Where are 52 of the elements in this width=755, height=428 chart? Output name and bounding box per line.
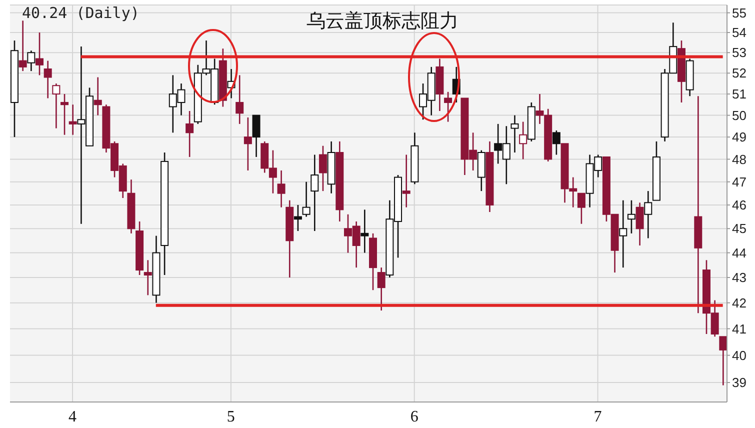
y-tick-label: 47 [732, 174, 746, 190]
y-tick-label: 45 [732, 221, 746, 236]
candlestick [310, 154, 319, 232]
candlestick [60, 93, 69, 136]
candlestick [360, 209, 369, 254]
y-tick-label: 54 [732, 25, 746, 40]
candlestick [302, 181, 310, 218]
candlestick [68, 104, 77, 136]
x-tick-label: 5 [226, 408, 235, 426]
candlestick [318, 145, 327, 192]
y-tick-label: 42 [732, 295, 746, 310]
y-tick-label: 44 [732, 245, 746, 260]
candlestick [627, 200, 636, 234]
candlestick [552, 130, 560, 156]
y-tick-label: 51 [732, 86, 746, 102]
candlestick [619, 200, 628, 268]
candlestick [44, 60, 52, 99]
candlestick [18, 20, 27, 72]
candlestick [294, 204, 302, 232]
x-tick-label: 4 [68, 408, 77, 426]
y-tick-label: 50 [732, 108, 746, 123]
x-tick-label: 6 [410, 408, 418, 426]
y-tick-label: 46 [732, 198, 746, 213]
y-tick-label: 40 [732, 348, 746, 363]
x-tick-label: 7 [594, 408, 602, 426]
candlestick [510, 114, 519, 154]
candlestick [52, 82, 60, 129]
y-tick-label: 43 [732, 270, 746, 286]
chart-title: 乌云盖顶标志阻力 [306, 10, 460, 34]
candlestick [577, 192, 586, 224]
candlestick [402, 154, 410, 208]
candlestick [36, 32, 44, 76]
candlestick [94, 76, 102, 116]
candlestick [644, 190, 652, 239]
candlestick [27, 50, 36, 72]
candlestick [377, 266, 386, 312]
y-tick-label: 49 [732, 130, 746, 145]
candlestick [636, 202, 644, 246]
y-tick-label: 41 [732, 321, 746, 336]
y-tick-label: 48 [732, 152, 746, 167]
chart-subtitle: 40.24 (Daily) [22, 4, 140, 22]
y-tick-label: 55 [732, 5, 746, 20]
candlestick [236, 74, 244, 125]
candlestick [444, 91, 452, 122]
y-tick-label: 53 [732, 45, 746, 60]
candlestick [277, 170, 286, 208]
candlestick [244, 116, 252, 172]
candlestick [144, 259, 152, 296]
y-tick-label: 39 [732, 375, 746, 390]
y-tick-label: 52 [732, 66, 746, 81]
candlestick [186, 110, 194, 158]
candlestick [252, 114, 260, 158]
